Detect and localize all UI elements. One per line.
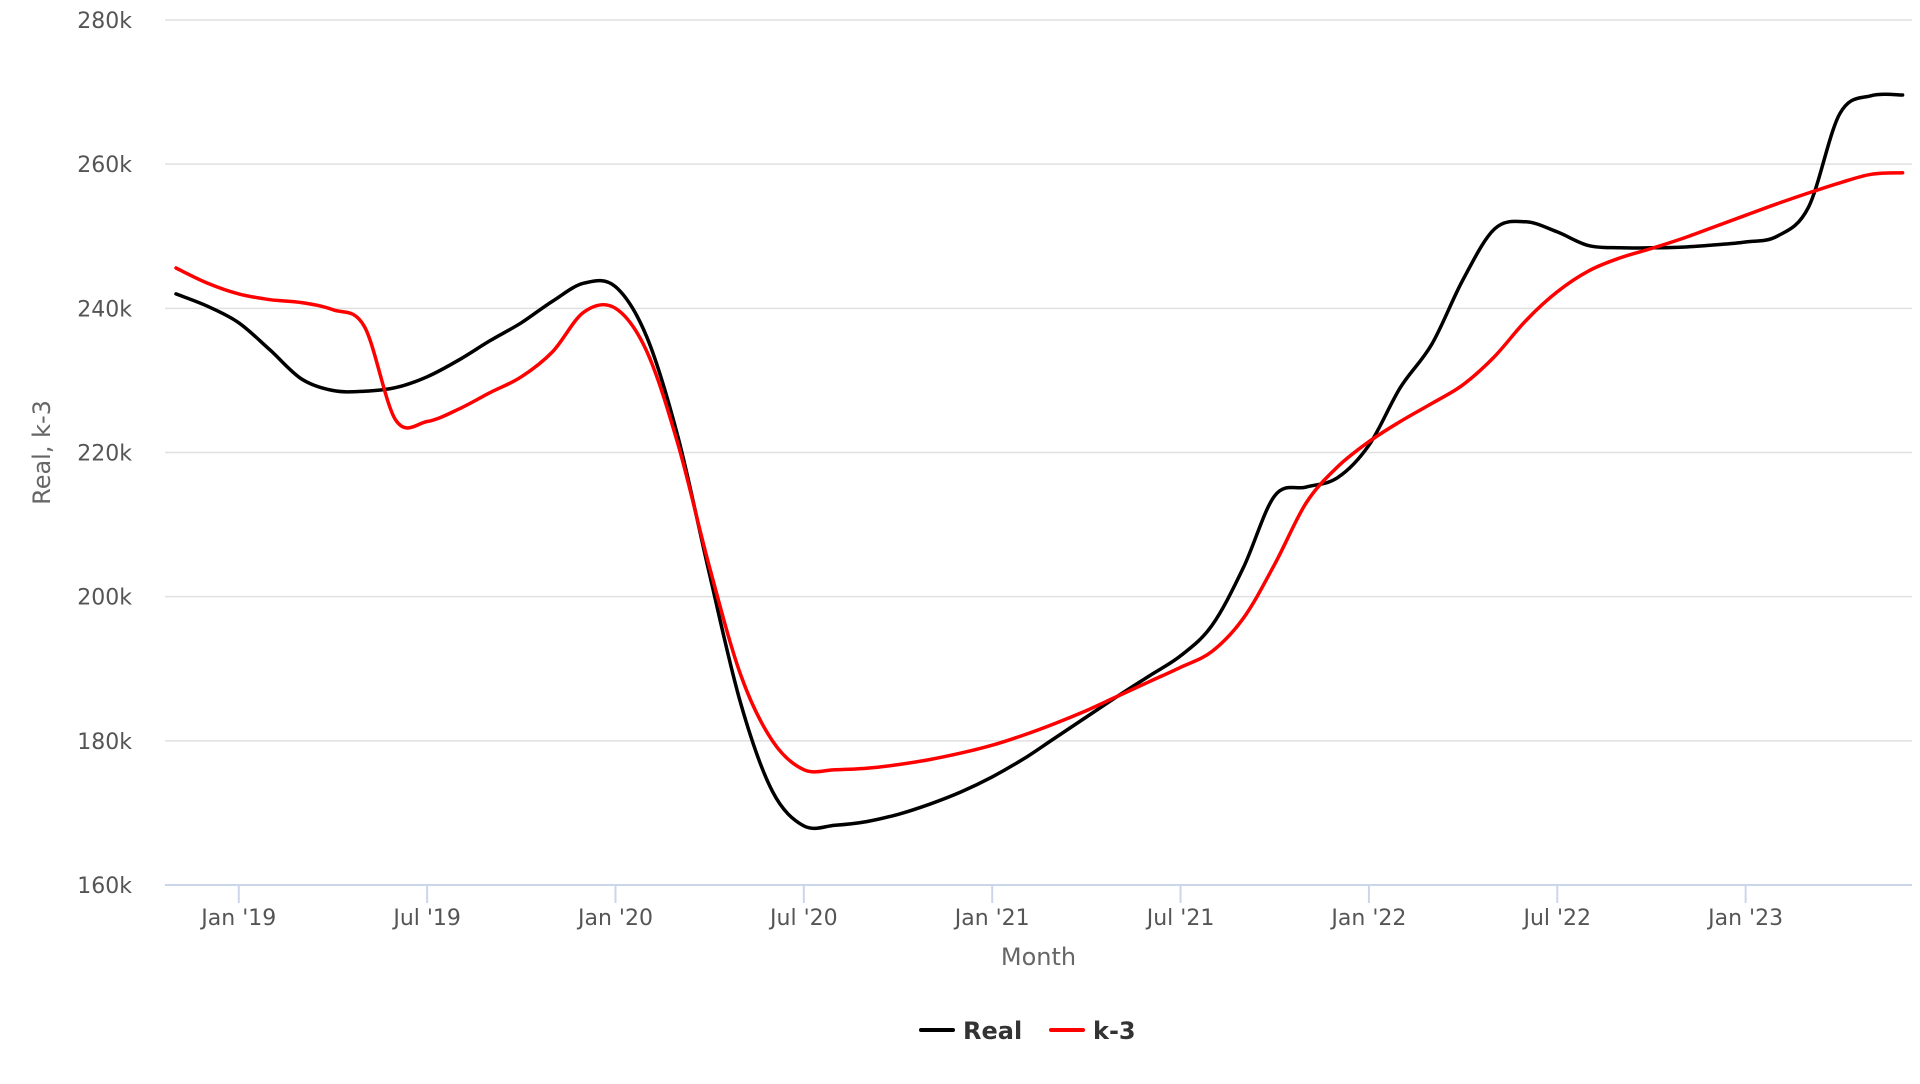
series-line-real[interactable] — [174, 92, 1905, 831]
x-axis-title: Month — [1001, 943, 1076, 971]
x-tick-label: Jan '23 — [1706, 906, 1783, 931]
y-tick-label: 280k — [77, 9, 132, 34]
legend[interactable]: Real k-3 — [919, 1017, 1136, 1045]
series-line-k-3[interactable] — [174, 171, 1905, 774]
legend-label: Real — [963, 1017, 1022, 1045]
y-tick-label: 260k — [77, 153, 132, 178]
y-tick-label: 180k — [77, 730, 132, 755]
legend-label: k-3 — [1093, 1017, 1136, 1045]
axes: 160k 180k 200k 220k 240k 260k 280k Jan '19 Jul '… — [77, 9, 1912, 931]
y-tick-label: 200k — [77, 586, 132, 611]
y-tick-label: 220k — [77, 442, 132, 467]
legend-item-real[interactable]: Real — [919, 1017, 1022, 1045]
x-tick-label: Jan '22 — [1329, 906, 1406, 931]
x-tick-label: Jul '22 — [1521, 906, 1591, 931]
gridlines — [165, 19, 1912, 742]
x-tick-label: Jul '20 — [768, 906, 838, 931]
y-tick-label: 240k — [77, 297, 132, 322]
legend-item-k-3[interactable]: k-3 — [1049, 1017, 1136, 1045]
x-tick-label: Jan '21 — [953, 906, 1030, 931]
y-axis-title: Real, k-3 — [28, 400, 56, 505]
y-tick-label: 160k — [77, 874, 132, 899]
x-tick-label: Jul '19 — [391, 906, 461, 931]
x-tick-label: Jul '21 — [1145, 906, 1215, 931]
series-lines — [174, 92, 1905, 831]
x-tick-label: Jan '20 — [576, 906, 653, 931]
x-tick-label: Jan '19 — [199, 906, 276, 931]
